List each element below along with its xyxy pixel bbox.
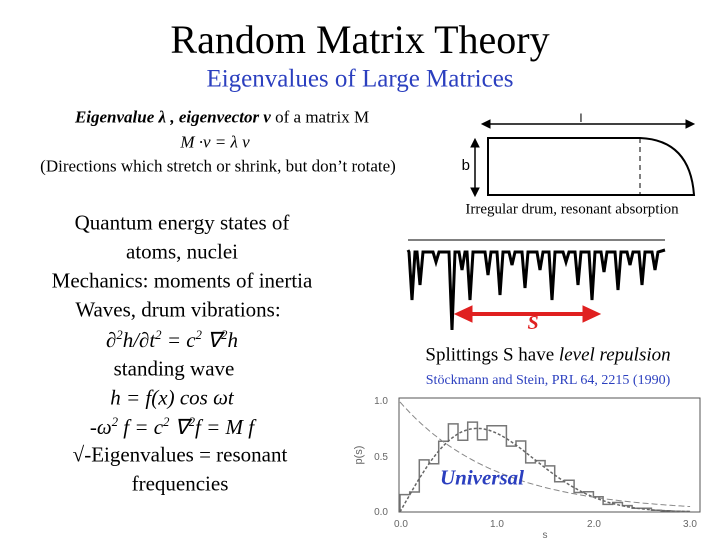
y-axis-label: p(s) [353, 446, 365, 465]
definition-equation: M ·v = λ v [180, 132, 250, 152]
eq-sup: 2 [111, 415, 119, 430]
plot-axes [398, 397, 701, 513]
eq-part: h/∂t [122, 327, 156, 352]
eq-part: f = c [118, 414, 164, 439]
universal-annotation: Universal [440, 465, 524, 490]
application-line: Mechanics: moments of inertia [51, 268, 313, 293]
eigen-equation: -ω2 f = c2 ∇2f = M f [90, 416, 254, 438]
drum-width-label: b [462, 157, 470, 174]
drum-diagram [470, 119, 696, 198]
eq-sup: 2 [188, 415, 196, 430]
drum-length-label: l [580, 111, 583, 125]
slide-title: Random Matrix Theory [170, 17, 550, 62]
drum-caption: Irregular drum, resonant absorption [465, 201, 679, 218]
eq-part: ∇ [169, 414, 189, 439]
eq-part: f = M f [195, 414, 255, 439]
slide-subtitle: Eigenvalues of Large Matrices [206, 65, 514, 93]
splittings-text: Splittings S have level repulsion [425, 346, 670, 365]
citation: Stöckmann and Stein, PRL 64, 2215 (1990) [425, 373, 671, 388]
application-line: √-Eigenvalues = resonant [72, 442, 288, 467]
absorption-spectrum [406, 248, 666, 331]
definition-line: Eigenvalue λ , eigenvector v of a matrix… [75, 109, 369, 126]
application-line: Waves, drum vibrations: [75, 297, 281, 322]
poisson-curve [399, 401, 691, 507]
eq-part: ∂ [106, 327, 117, 352]
eq-part: h [227, 327, 238, 352]
eq-sup: 2 [221, 328, 228, 343]
wave-equation: ∂2h/∂t2 = c2 ∇2h [106, 329, 238, 351]
eq-sup: 2 [155, 328, 162, 343]
definition-note: (Directions which stretch or shrink, but… [40, 156, 396, 176]
x-tick-label: 2.0 [587, 519, 601, 530]
eq-part: -ω [89, 414, 112, 439]
y-tick-label: 0.0 [374, 507, 388, 518]
y-tick-label: 0.5 [374, 452, 388, 463]
y-tick-label: 1.0 [374, 396, 388, 407]
application-line: atoms, nuclei [126, 239, 238, 264]
splitting-arrow [453, 305, 602, 323]
eq-sup: 2 [116, 328, 123, 343]
eq-sup: 2 [163, 415, 170, 430]
eq-sup: 2 [195, 328, 202, 343]
application-line: standing wave [113, 356, 235, 381]
x-tick-label: 3.0 [683, 519, 697, 530]
x-tick-label: 1.0 [490, 519, 504, 530]
wigner-curve [399, 427, 691, 513]
splittings-plain: Splittings S have [425, 344, 559, 366]
application-line: Quantum energy states of [74, 210, 290, 235]
definition-text: of a matrix M [270, 107, 370, 127]
x-axis-label: s [543, 530, 548, 540]
x-tick-label: 0.0 [394, 519, 408, 530]
eq-part: = c [161, 327, 196, 352]
application-line: frequencies [131, 471, 229, 496]
eq-part: ∇ [201, 327, 222, 352]
definition-emphasis: Eigenvalue λ , eigenvector v [74, 107, 271, 127]
splitting-label: S [527, 312, 539, 334]
standing-wave-solution: h = f(x) cos ωt [110, 385, 234, 410]
splittings-emphasis: level repulsion [558, 344, 671, 366]
